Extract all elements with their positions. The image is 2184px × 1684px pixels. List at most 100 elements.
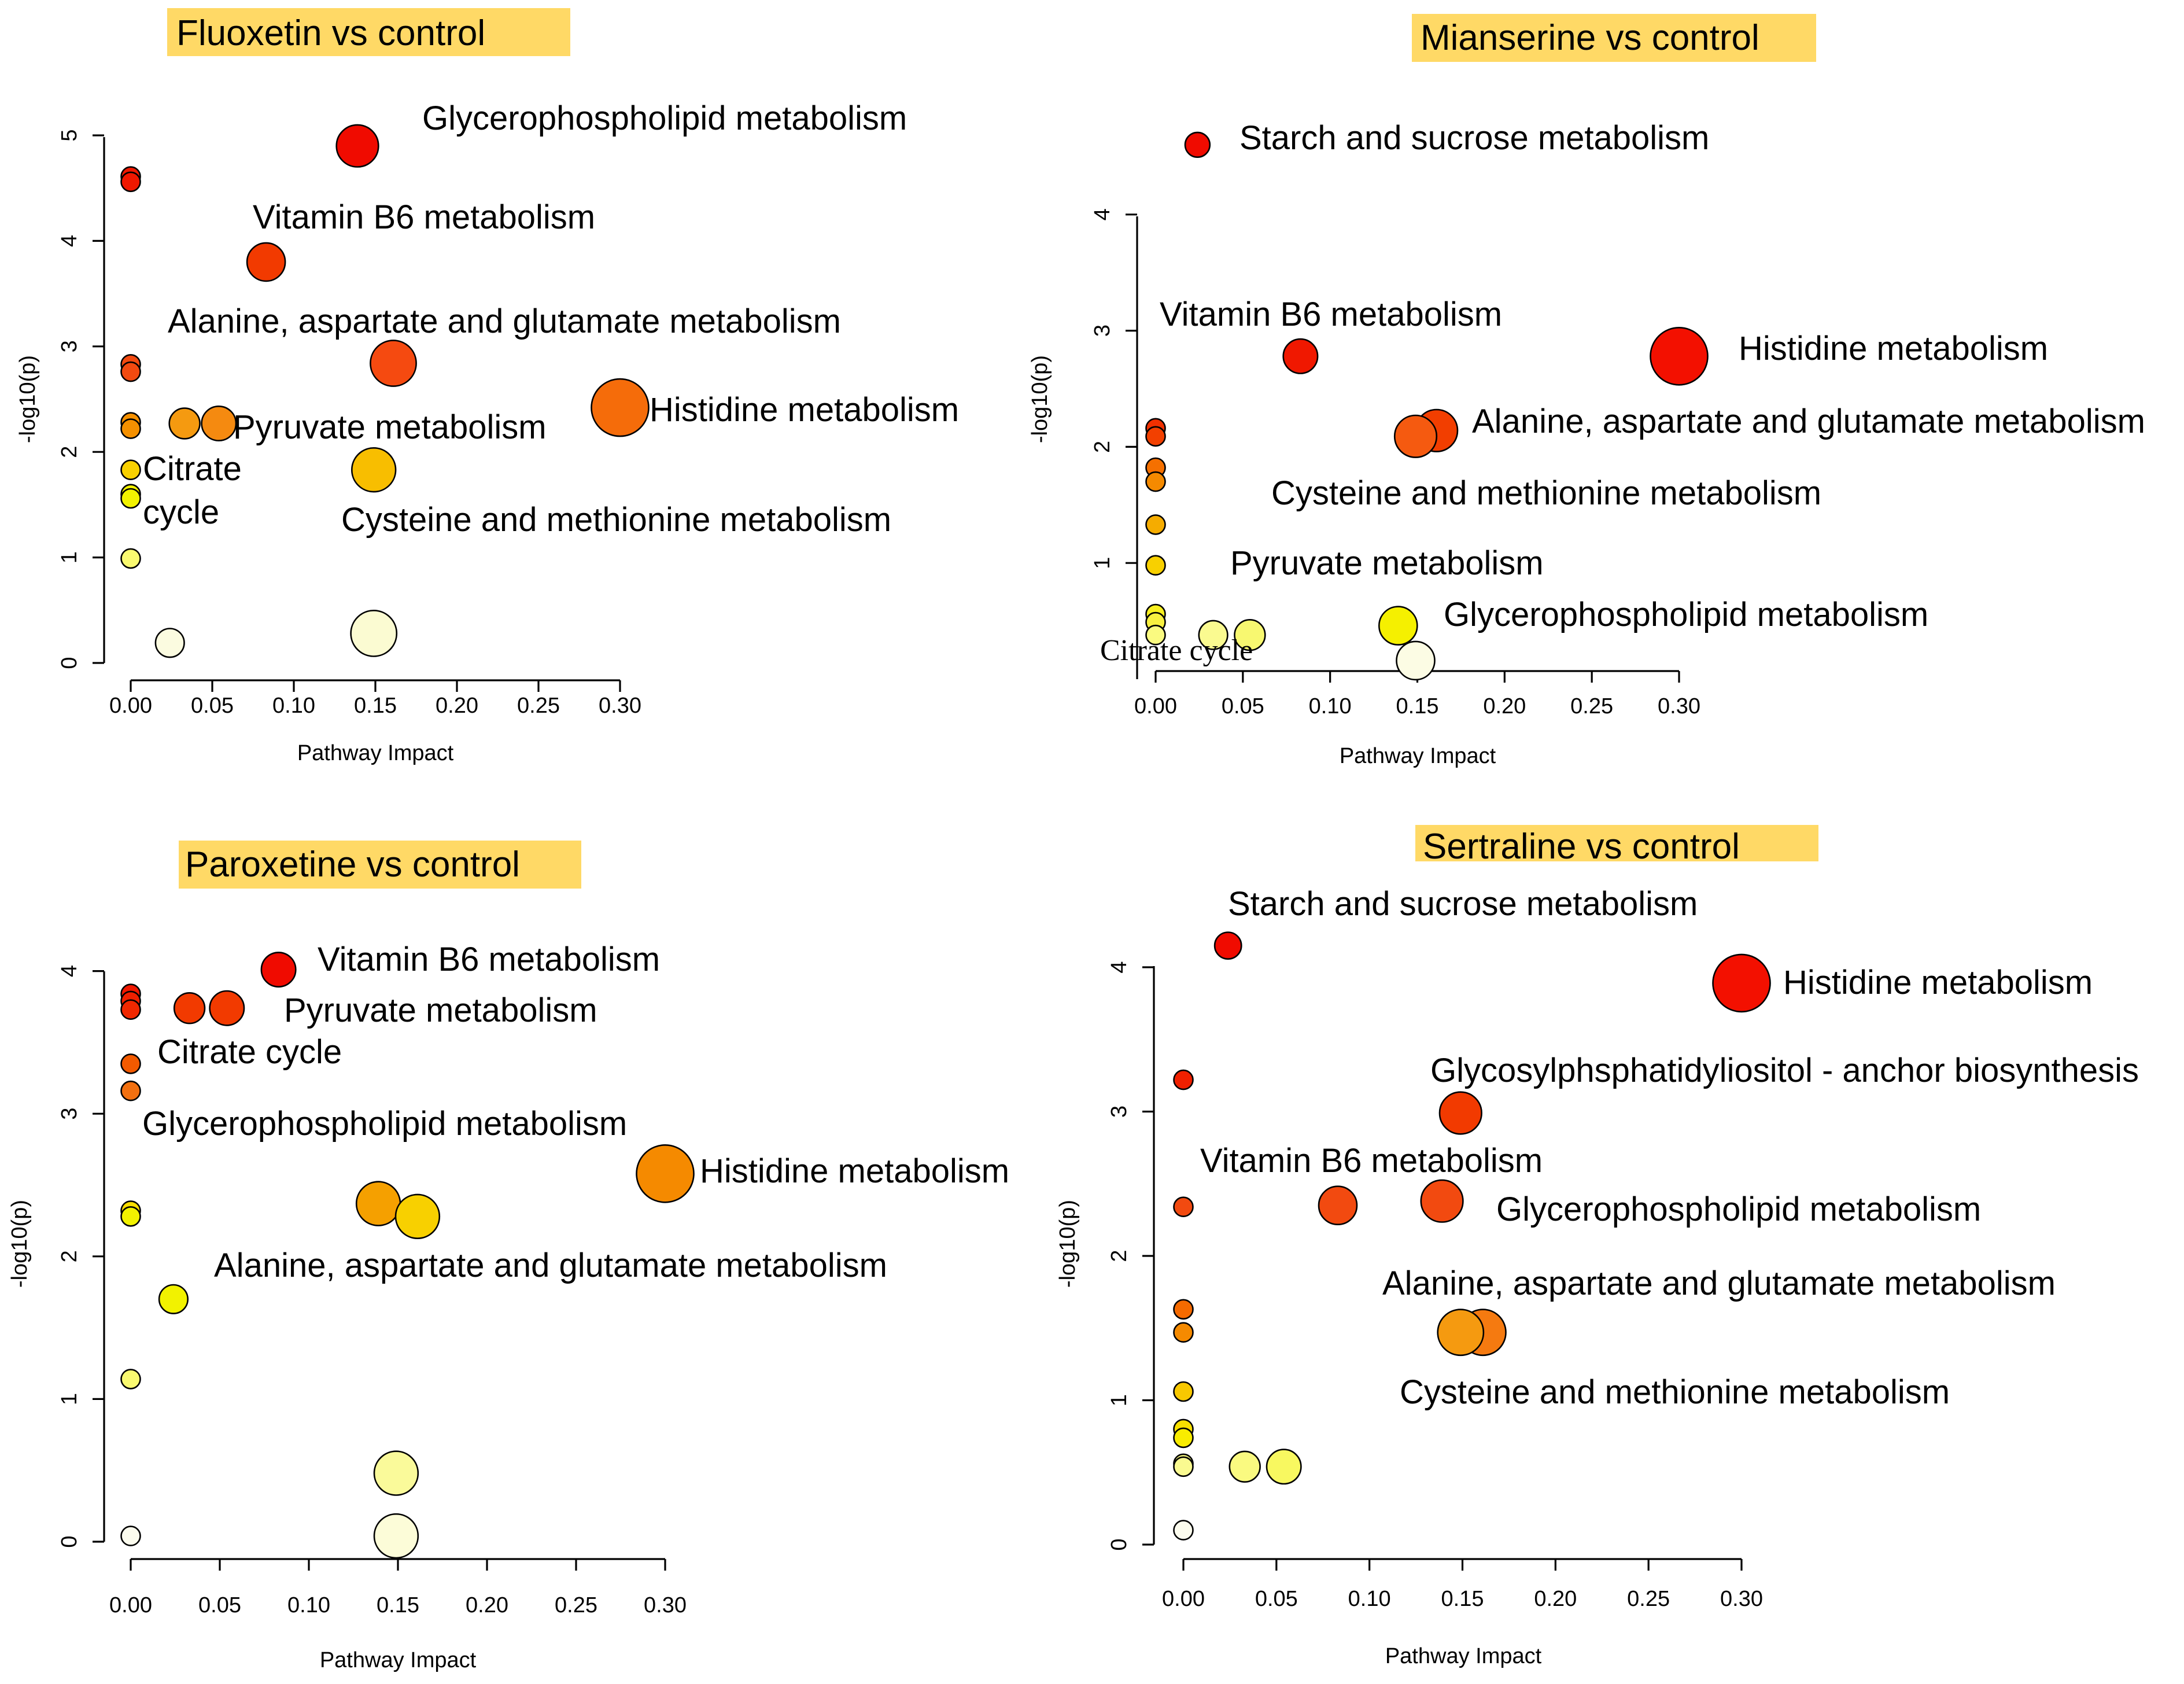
- data-point: [120, 361, 141, 382]
- x-tick-label: 0.10: [1348, 1587, 1391, 1611]
- chart-sertraline: Sertraline vs control 0.00 0.05 0.10 0.15 0.…: [1056, 825, 2139, 1668]
- axes: 0.00 0.05 0.10 0.15 0.20 0.25 0.30 0 1 2 3 4 Pathway…: [1056, 961, 1763, 1668]
- data-point: [1173, 1381, 1194, 1402]
- y-tick-label: 3: [57, 340, 82, 352]
- data-point: [1173, 1456, 1194, 1477]
- data-point: [335, 124, 379, 168]
- y-tick-label: 1: [57, 551, 82, 563]
- x-tick-label: 0.20: [436, 694, 478, 718]
- x-tick-label: 0.20: [1483, 694, 1526, 718]
- x-tick-label: 0.30: [1658, 694, 1700, 718]
- data-point: [173, 992, 206, 1025]
- panel-title-box: [167, 8, 570, 56]
- y-tick-label: 4: [57, 235, 82, 247]
- y-tick-label: 2: [57, 1250, 82, 1262]
- panel-title: Sertraline vs control: [1423, 827, 1740, 867]
- annotation-label: Histidine metabolism: [1739, 330, 2048, 367]
- annotations: Starch and sucrose metabolism Vitamin B6…: [1100, 119, 2145, 667]
- annotation-label: Starch and sucrose metabolism: [1228, 885, 1698, 923]
- data-point: [351, 447, 397, 493]
- data-point: [370, 340, 417, 387]
- annotation-label: Cysteine and methionine metabolism: [1271, 474, 1821, 512]
- data-point: [1198, 620, 1228, 650]
- data-point: [1173, 1427, 1194, 1449]
- chart-fluoxetin: Fluoxetin vs control 0.00 0.05 0.10 0.15 0.2…: [16, 8, 959, 765]
- panel-title-box: [1412, 14, 1816, 62]
- data-point: [1173, 1299, 1194, 1320]
- x-tick-label: 0.15: [377, 1593, 419, 1617]
- x-tick-label: 0.20: [1534, 1587, 1577, 1611]
- data-point: [154, 628, 185, 658]
- y-tick-label: 3: [1107, 1106, 1131, 1118]
- panel-title: Paroxetine vs control: [185, 845, 520, 885]
- annotation-label: Cysteine and methionine metabolism: [341, 501, 891, 539]
- y-tick-label: 3: [1090, 325, 1115, 337]
- x-tick-label: 0.05: [198, 1593, 241, 1617]
- data-point: [1650, 326, 1709, 386]
- y-tick-label: 4: [1107, 961, 1131, 973]
- data-point: [1213, 931, 1242, 960]
- data-point: [1438, 1091, 1482, 1135]
- data-points: [120, 952, 695, 1559]
- data-point: [373, 1513, 419, 1559]
- annotation-label: Vitamin B6 metabolism: [1200, 1142, 1543, 1180]
- data-point: [1173, 1196, 1194, 1217]
- data-point: [1228, 1450, 1261, 1483]
- data-point: [168, 407, 201, 440]
- data-point: [1145, 624, 1166, 646]
- x-tick-label: 0.10: [272, 694, 315, 718]
- data-point: [1712, 953, 1771, 1013]
- data-points: [120, 124, 650, 658]
- annotation-label: Vitamin B6 metabolism: [318, 941, 660, 978]
- x-tick-label: 0.00: [1134, 694, 1177, 718]
- y-tick-label: 0: [57, 1535, 82, 1547]
- y-tick-label: 2: [1090, 441, 1115, 453]
- y-tick-label: 2: [57, 446, 82, 458]
- panel-title-box: [1415, 825, 1818, 861]
- annotation-label: Alanine, aspartate and glutamate metabol…: [214, 1247, 887, 1284]
- data-point: [120, 1369, 141, 1390]
- annotation-label: Glycerophospholipid metabolism: [422, 100, 907, 137]
- x-tick-label: 0.30: [644, 1593, 687, 1617]
- x-tick-label: 0.05: [191, 694, 234, 718]
- data-point: [1173, 1069, 1194, 1090]
- axes: 0.00 0.05 0.10 0.15 0.20 0.25 0.30 0 1 2 3 4 5 Pathwa…: [16, 129, 641, 765]
- data-point: [1318, 1185, 1358, 1225]
- data-point: [120, 488, 141, 509]
- data-point: [209, 990, 245, 1026]
- data-point: [350, 610, 398, 657]
- data-point: [1266, 1449, 1302, 1485]
- y-tick-label: 4: [57, 965, 82, 977]
- annotations: Starch and sucrose metabolism Histidine …: [1200, 885, 2139, 1411]
- x-tick-label: 0.20: [466, 1593, 508, 1617]
- data-point: [1145, 514, 1166, 535]
- annotation-label: Alanine, aspartate and glutamate metabol…: [1382, 1265, 2056, 1302]
- y-tick-label: 4: [1090, 208, 1115, 220]
- data-point: [1173, 1520, 1194, 1541]
- data-point: [1145, 555, 1166, 576]
- annotation-label: cycle: [143, 493, 219, 531]
- data-point: [246, 242, 286, 282]
- x-axis-title: Pathway Impact: [320, 1648, 477, 1672]
- data-point: [1184, 131, 1211, 159]
- annotation-label: Vitamin B6 metabolism: [253, 198, 595, 236]
- data-point: [1173, 1322, 1194, 1343]
- y-axis-title: -log10(p): [1056, 1200, 1080, 1288]
- x-tick-label: 0.00: [109, 1593, 152, 1617]
- annotation-label: Alanine, aspartate and glutamate metabol…: [168, 303, 841, 340]
- x-tick-label: 0.00: [109, 694, 152, 718]
- data-point: [120, 171, 141, 193]
- annotation-label: Glycerophospholipid metabolism: [1496, 1191, 1981, 1228]
- data-point: [120, 1206, 141, 1227]
- data-point: [120, 1053, 141, 1074]
- annotation-label: Starch and sucrose metabolism: [1239, 119, 1709, 157]
- data-point: [636, 1144, 695, 1203]
- data-points: [1173, 931, 1771, 1541]
- y-tick-label: 0: [1107, 1538, 1131, 1550]
- y-axis-title: -log10(p): [8, 1200, 32, 1288]
- y-tick-label: 0: [57, 657, 82, 669]
- data-point: [1282, 338, 1319, 374]
- data-point: [1437, 1309, 1485, 1357]
- data-point: [1396, 640, 1436, 681]
